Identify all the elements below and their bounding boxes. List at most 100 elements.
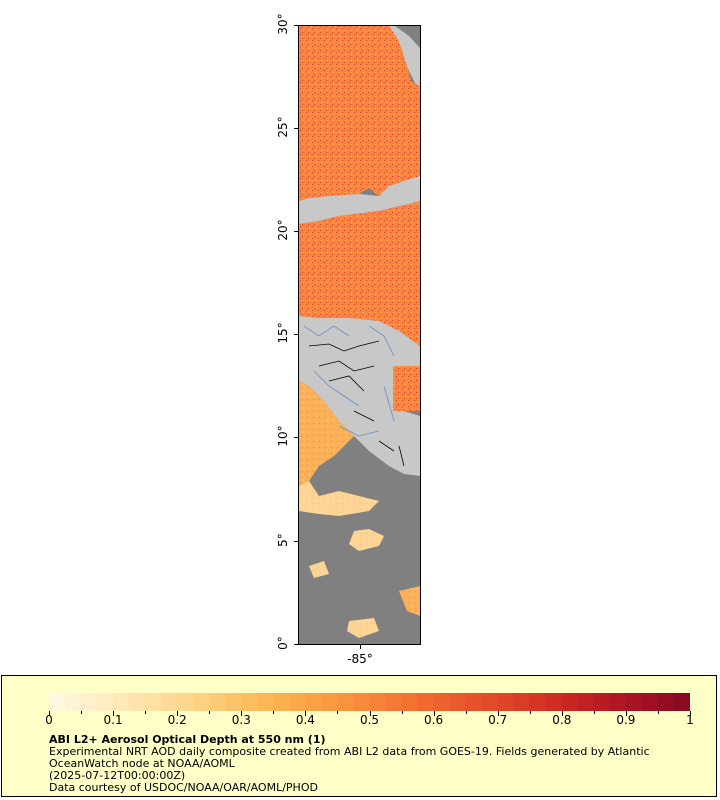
lat-tick-5 — [294, 541, 298, 542]
colorbar-tick — [305, 711, 307, 716]
colorbar-tick — [241, 711, 243, 716]
colorbar-minor-tick — [273, 711, 275, 714]
colorbar-tick — [49, 711, 50, 716]
lat-tick-15 — [294, 334, 298, 335]
colorbar-minor-tick — [81, 711, 83, 714]
colorbar-segment — [193, 693, 210, 711]
lat-tick-30 — [294, 25, 298, 26]
colorbar-segment — [273, 693, 290, 711]
legend-panel: 0 0.1 0.2 0.3 0.4 0.5 0.6 0.7 0.8 0.9 1 ABI L2+ Ae… — [1, 675, 717, 797]
colorbar-segment — [609, 693, 627, 711]
colorbar-segment — [353, 693, 370, 711]
lat-label-30: 30° — [276, 13, 290, 35]
colorbar-tick-label: 0 — [45, 713, 53, 727]
lon-label-minus85: -85° — [347, 652, 373, 666]
lat-label-25: 25° — [276, 116, 290, 138]
aod-map — [298, 25, 421, 645]
colorbar-segment — [449, 693, 467, 711]
aod-field-central — [299, 201, 420, 346]
colorbar-segment — [657, 693, 675, 711]
colorbar-tick-label: 0.4 — [295, 713, 315, 727]
colorbar-tick-label: 0.6 — [424, 713, 444, 727]
colorbar-minor-tick — [465, 711, 467, 714]
colorbar-segment — [401, 693, 419, 711]
colorbar-segment — [673, 693, 690, 711]
colorbar-tick-label: 0.7 — [488, 713, 508, 727]
colorbar-minor-tick — [145, 711, 147, 714]
colorbar-tick-label: 0.3 — [231, 713, 251, 727]
colorbar-segment — [433, 693, 451, 711]
aod-field-north — [299, 26, 420, 201]
colorbar-tick — [690, 711, 691, 716]
colorbar-segment — [465, 693, 483, 711]
colorbar-tick-label: 0.9 — [616, 713, 636, 727]
colorbar-segment — [321, 693, 338, 711]
lat-label-0: 0° — [276, 636, 290, 650]
colorbar-segment — [577, 693, 595, 711]
colorbar-segment — [529, 693, 547, 711]
colorbar-segment — [97, 693, 114, 711]
colorbar-segment — [625, 693, 643, 711]
colorbar-minor-tick — [401, 711, 403, 714]
colorbar-segment — [81, 693, 98, 711]
colorbar-segment — [641, 693, 659, 711]
lon-tick-minus85 — [360, 645, 361, 649]
legend-description-line2: OceanWatch node at NOAA/AOML — [49, 757, 235, 770]
colorbar-segment — [417, 693, 435, 711]
colorbar-segment — [145, 693, 162, 711]
colorbar-tick-label: 0.1 — [103, 713, 123, 727]
colorbar-segment — [561, 693, 579, 711]
colorbar-segment — [369, 693, 387, 711]
colorbar-minor-tick — [657, 711, 659, 714]
colorbar-segment — [337, 693, 354, 711]
lat-label-20: 20° — [276, 219, 290, 241]
colorbar-minor-tick — [529, 711, 531, 714]
colorbar-tick — [625, 711, 627, 716]
aod-field-east — [393, 366, 420, 411]
country-borders — [308, 340, 405, 467]
aod-patch-3 — [309, 561, 329, 578]
lat-tick-25 — [294, 128, 298, 129]
colorbar-tick-label: 1 — [686, 713, 694, 727]
legend-credit: Data courtesy of USDOC/NOAA/OAR/AOML/PHO… — [49, 781, 318, 794]
colorbar-segment — [385, 693, 403, 711]
legend-title: ABI L2+ Aerosol Optical Depth at 550 nm … — [49, 733, 326, 746]
colorbar-minor-tick — [593, 711, 595, 714]
aod-patch-1 — [299, 481, 379, 516]
colorbar-tick — [497, 711, 499, 716]
aod-field-pacific — [299, 381, 354, 486]
colorbar-segment — [289, 693, 306, 711]
colorbar-tick-label: 0.8 — [552, 713, 572, 727]
colorbar-segment — [177, 693, 194, 711]
colorbar-segment — [545, 693, 563, 711]
colorbar-segment — [161, 693, 178, 711]
aod-patch-4 — [399, 586, 420, 616]
colorbar-segment — [113, 693, 130, 711]
aod-patch-2 — [349, 529, 384, 551]
rivers — [303, 325, 395, 437]
colorbar-segment — [241, 693, 258, 711]
colorbar-tick-label: 0.2 — [167, 713, 187, 727]
colorbar-tick — [177, 711, 179, 716]
colorbar-tick — [433, 711, 435, 716]
colorbar-segment — [593, 693, 611, 711]
lat-tick-10 — [294, 437, 298, 438]
colorbar-tick — [369, 711, 371, 716]
colorbar-tick — [561, 711, 563, 716]
lat-label-5: 5° — [276, 533, 290, 547]
colorbar-minor-tick — [209, 711, 211, 714]
colorbar-segment — [49, 693, 66, 711]
colorbar — [49, 693, 690, 711]
colorbar-tick-label: 0.5 — [359, 713, 380, 727]
aod-map-image — [299, 26, 420, 644]
legend-date: (2025-07-12T00:00:00Z) — [49, 769, 186, 782]
colorbar-segment — [513, 693, 531, 711]
land-central-america — [299, 316, 420, 476]
colorbar-tick — [113, 711, 115, 716]
colorbar-segment — [225, 693, 242, 711]
lat-label-15: 15° — [276, 322, 290, 344]
colorbar-segment — [481, 693, 499, 711]
colorbar-segment — [305, 693, 322, 711]
colorbar-minor-tick — [337, 711, 339, 714]
lat-tick-20 — [294, 231, 298, 232]
